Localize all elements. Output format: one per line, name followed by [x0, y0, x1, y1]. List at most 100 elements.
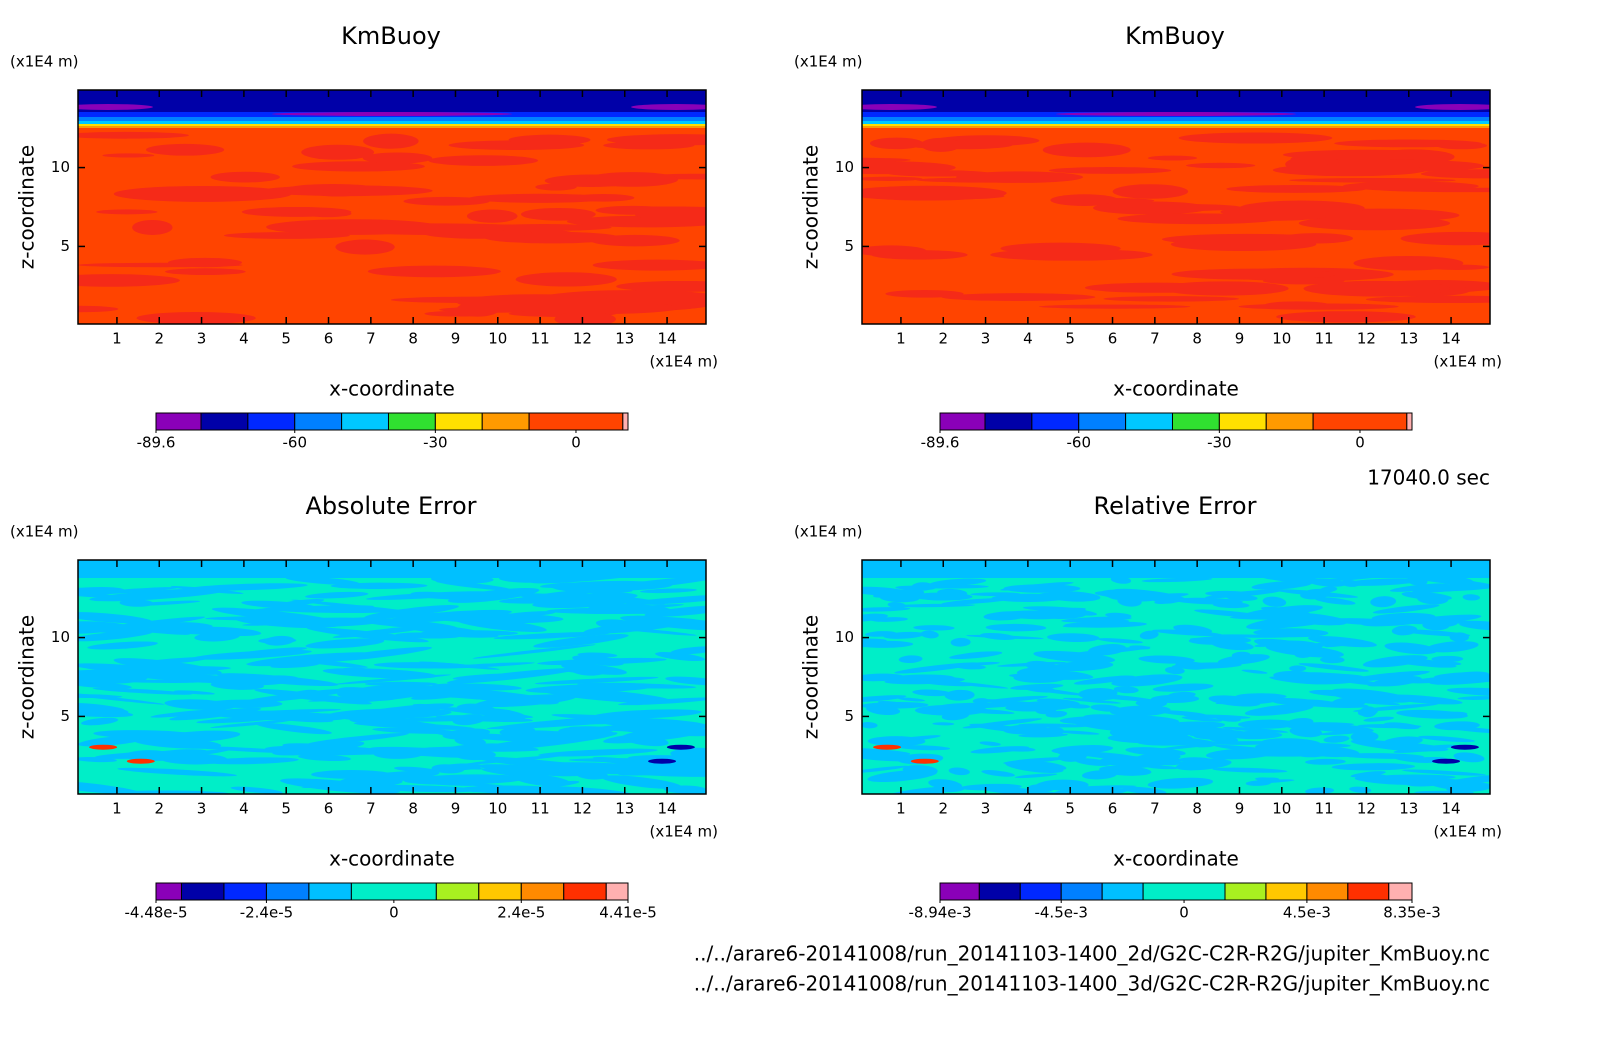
field-patch: [620, 615, 706, 631]
x-unit: (x1E4 m): [649, 823, 718, 841]
colorbar-swatch: [1406, 412, 1413, 431]
field-patch: [410, 591, 465, 600]
field-patch: [1129, 645, 1151, 650]
field-patch: [944, 689, 975, 701]
colorbar-swatch: [200, 412, 249, 431]
field-patch: [990, 248, 1153, 261]
field-patch: [1170, 237, 1317, 251]
field-patch: [184, 745, 319, 755]
field-patch: [557, 718, 655, 725]
x-tick-label: 1: [112, 330, 122, 348]
field-band: [78, 124, 706, 126]
field-patch: [640, 588, 697, 594]
field-patch: [362, 152, 433, 164]
field-patch: [1132, 204, 1243, 212]
x-tick-label: 6: [1108, 330, 1118, 348]
plot-frame: [861, 559, 1491, 795]
field-patch: [124, 671, 254, 684]
field-patch: [131, 667, 170, 673]
field-patch: [623, 734, 669, 747]
y-axis-label: z-coordinate: [15, 615, 39, 739]
field-patch: [969, 723, 1045, 734]
field-patch: [1353, 255, 1464, 271]
field-patch: [150, 709, 228, 718]
colorbar-swatch: [978, 882, 1021, 901]
x-tick-label: 14: [1442, 800, 1461, 818]
field-patch: [877, 700, 912, 707]
field-patch: [648, 758, 677, 764]
field-band: [78, 121, 706, 124]
field-patch: [96, 209, 158, 215]
field-patch: [1073, 675, 1135, 685]
x-axis-label: x-coordinate: [329, 377, 455, 401]
field-patch: [1178, 132, 1333, 144]
contour-field: [78, 560, 706, 794]
field-patch: [917, 595, 945, 601]
field-patch: [119, 599, 154, 607]
field-patch: [211, 607, 335, 623]
field-patch: [167, 257, 243, 268]
field-patch: [493, 631, 611, 640]
field-patch: [589, 768, 629, 775]
colorbar-swatch: [563, 882, 607, 901]
field-patch: [540, 722, 665, 735]
field-patch: [1244, 704, 1314, 716]
y-tick-label: 5: [844, 707, 854, 725]
field-patch: [1365, 295, 1490, 304]
x-tick-label: 3: [981, 330, 991, 348]
field-patch: [1305, 758, 1346, 765]
colorbar-swatch: [1078, 412, 1127, 431]
field-patch: [92, 687, 193, 695]
field-patch: [928, 779, 963, 790]
x-tick-label: 10: [1272, 330, 1291, 348]
field-patch: [78, 673, 148, 685]
field-patch: [133, 627, 237, 636]
x-tick-label: 6: [1108, 800, 1118, 818]
field-patch: [411, 687, 492, 700]
field-patch: [335, 239, 395, 255]
field-patch: [435, 580, 512, 591]
field-patch: [1138, 655, 1195, 664]
field-patch: [424, 310, 492, 317]
field-patch: [1103, 296, 1240, 302]
field-patch: [1087, 644, 1127, 656]
field-patch: [1350, 731, 1379, 743]
field-patch: [862, 641, 893, 649]
colorbar-swatch: [1265, 882, 1308, 901]
x-tick-label: 7: [366, 800, 376, 818]
x-tick-label: 10: [488, 330, 507, 348]
field-patch: [570, 665, 605, 676]
field-patch: [412, 703, 444, 709]
field-patch: [210, 719, 292, 728]
field-patch: [372, 727, 459, 734]
field-patch: [535, 183, 577, 191]
x-tick-label: 9: [1235, 800, 1245, 818]
colorbar-tick-label: -60: [1066, 434, 1091, 452]
colorbar-tick-label: 0: [1179, 904, 1189, 922]
field-patch: [862, 176, 923, 181]
field-patch: [290, 658, 368, 668]
field-band: [862, 121, 1490, 124]
field-patch: [1205, 589, 1285, 599]
field-patch: [1289, 726, 1323, 738]
field-band: [862, 124, 1490, 126]
x-tick-label: 8: [408, 800, 418, 818]
field-patch: [1357, 724, 1422, 729]
field-patch: [1334, 139, 1482, 148]
field-patch: [1457, 696, 1490, 700]
x-axis-label: x-coordinate: [1113, 847, 1239, 871]
colorbar-tick-label: -30: [1207, 434, 1232, 452]
field-patch: [89, 588, 227, 602]
field-patch: [1272, 163, 1427, 177]
x-tick-label: 2: [154, 800, 164, 818]
field-band: [78, 117, 706, 121]
field-patch: [336, 674, 452, 685]
field-patch: [1211, 640, 1254, 651]
field-patch: [1210, 212, 1327, 221]
file-path: ../../arare6-20141008/run_20141103-1400_…: [694, 972, 1490, 996]
field-patch: [1171, 662, 1242, 669]
field-patch: [910, 758, 939, 764]
field-patch: [1320, 586, 1338, 593]
y-axis-label: z-coordinate: [15, 145, 39, 269]
field-patch: [989, 612, 1012, 621]
